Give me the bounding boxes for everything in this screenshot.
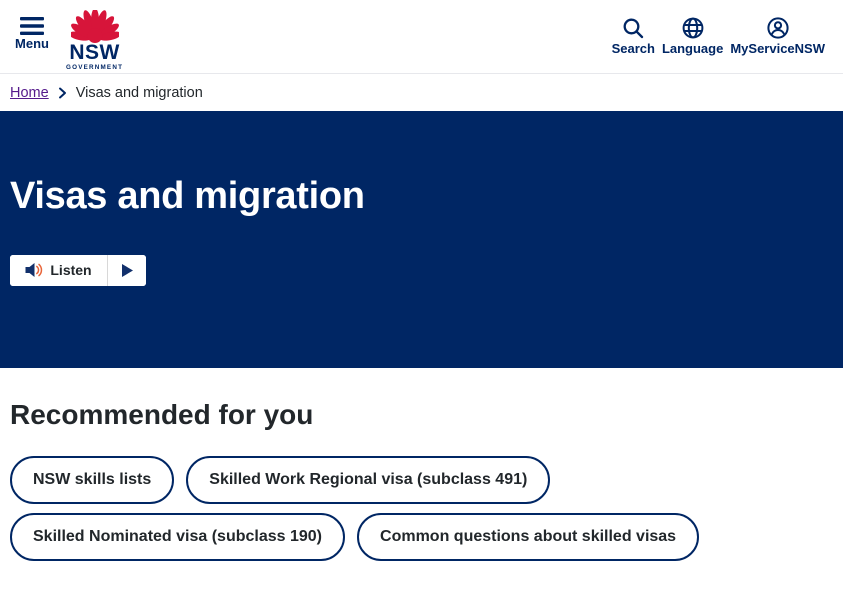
tag-nsw-skills-lists[interactable]: NSW skills lists — [10, 455, 175, 504]
menu-button[interactable]: Menu — [12, 17, 52, 52]
my-service-nsw-label: MyServiceNSW — [730, 41, 825, 56]
breadcrumb-home-link[interactable]: Home — [10, 84, 49, 101]
listen-button[interactable]: Listen — [10, 254, 107, 286]
play-icon — [121, 263, 133, 277]
language-label: Language — [661, 41, 724, 56]
site-header: Menu — [0, 0, 843, 74]
listen-label: Listen — [50, 262, 92, 279]
speaker-icon — [25, 262, 43, 278]
waratah-icon — [70, 10, 119, 43]
listen-widget: Listen — [10, 254, 146, 286]
header-actions: Search Language — [612, 16, 825, 57]
search-button[interactable]: Search — [612, 16, 655, 57]
hero-banner: Visas and migration Listen — [0, 111, 843, 368]
tag-common-questions-skilled-visas[interactable]: Common questions about skilled visas — [357, 512, 700, 561]
account-icon — [766, 16, 790, 40]
hamburger-icon — [20, 17, 44, 35]
tag-skilled-nominated-visa[interactable]: Skilled Nominated visa (subclass 190) — [10, 512, 346, 561]
language-button[interactable]: Language — [662, 16, 723, 57]
my-service-nsw-button[interactable]: MyServiceNSW — [730, 16, 825, 57]
search-label: Search — [611, 41, 655, 56]
tag-skilled-work-regional-visa[interactable]: Skilled Work Regional visa (subclass 491… — [186, 455, 551, 504]
logo-nsw-text: NSW — [69, 41, 120, 64]
menu-label: Menu — [15, 36, 49, 51]
tag-list: NSW skills lists Skilled Work Regional v… — [10, 455, 730, 561]
globe-icon — [681, 16, 705, 40]
breadcrumb-current: Visas and migration — [75, 84, 203, 101]
play-button[interactable] — [108, 254, 146, 286]
search-icon — [621, 16, 645, 40]
chevron-right-icon — [58, 87, 67, 99]
recommended-section: Recommended for you NSW skills lists Ski… — [0, 368, 843, 561]
listen-divider — [107, 254, 108, 286]
logo-government-text: GOVERNMENT — [66, 64, 124, 71]
page-title: Visas and migration — [10, 175, 365, 217]
nsw-government-logo[interactable]: NSW GOVERNMENT — [66, 10, 123, 71]
breadcrumb: Home Visas and migration — [0, 74, 843, 111]
recommended-heading: Recommended for you — [10, 399, 314, 430]
